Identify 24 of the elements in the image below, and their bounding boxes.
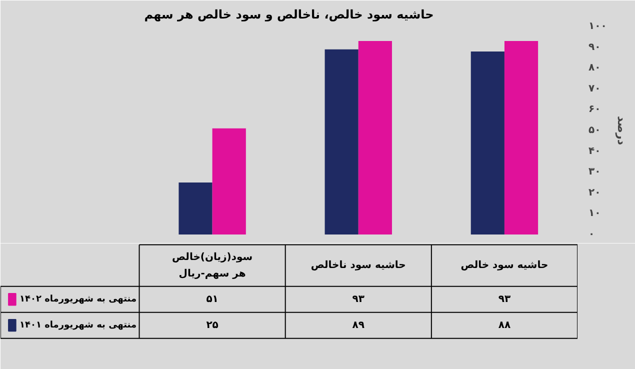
data-label: ۹۳ xyxy=(498,294,511,305)
x-tick-label: حاشیه سود ناخالص xyxy=(310,260,406,272)
y-tick-label: ۸۰ xyxy=(588,62,601,74)
x-tick-label: حاشیه سود خالص xyxy=(460,260,548,272)
data-label: ۸۸ xyxy=(498,320,511,331)
data-label: ۲۵ xyxy=(206,320,218,331)
chart-title: حاشیه سود خالص، ناخالص و سود خالص هر سهم xyxy=(144,8,434,22)
y-tick-label: ۳۰ xyxy=(588,166,601,178)
legend-label: منتهی به شهریورماه ۱۴۰۲ xyxy=(19,294,137,304)
y-tick-label: ۱۰ xyxy=(588,208,601,220)
y-tick-label: ۵۰ xyxy=(588,125,601,136)
y-tick-label: ۷۰ xyxy=(588,83,601,94)
y-tick-label: ۱۰۰ xyxy=(588,21,607,32)
data-label: ۹۳ xyxy=(352,294,364,305)
y-tick-label: ۹۰ xyxy=(588,42,601,53)
y-axis-title: درصد xyxy=(614,116,628,146)
x-tick-label: سود(زیان)خالص هر سهم-ریال xyxy=(172,252,253,280)
data-label: ۵۱ xyxy=(206,294,218,305)
data-label: ۸۹ xyxy=(352,320,364,331)
legend-label: منتهی به شهریورماه ۱۴۰۱ xyxy=(19,320,137,330)
y-tick-label: ۰ xyxy=(588,229,595,240)
y-tick-label: ۴۰ xyxy=(588,146,601,157)
y-tick-label: ۶۰ xyxy=(588,104,601,116)
y-tick-label: ۲۰ xyxy=(588,187,601,198)
